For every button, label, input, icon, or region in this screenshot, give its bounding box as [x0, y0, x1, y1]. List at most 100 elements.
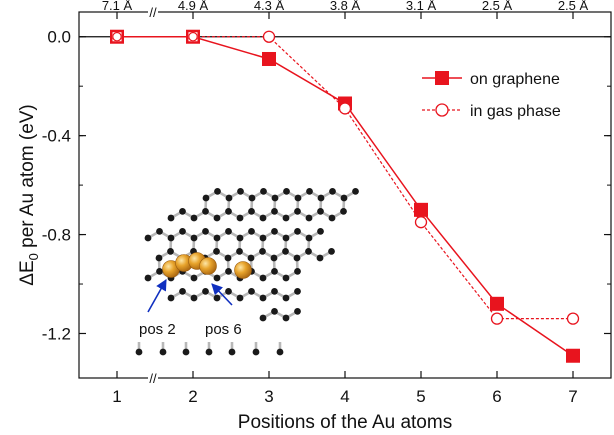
carbon-atom	[306, 188, 313, 195]
carbon-atom	[225, 208, 232, 215]
legend-marker-in-gas-phase	[435, 103, 449, 117]
carbon-atom	[294, 194, 302, 202]
carbon-atom	[190, 274, 198, 282]
carbon-atom	[294, 308, 301, 315]
y-tick-label: -1.2	[42, 324, 71, 343]
carbon-atom	[236, 214, 244, 222]
carbon-atom	[259, 234, 267, 242]
carbon-atom	[282, 314, 290, 322]
carbon-atom	[317, 228, 324, 235]
carbon-atom	[205, 348, 213, 356]
data-point-in-gas-phase	[490, 312, 504, 325]
carbon-atom	[182, 348, 190, 356]
carbon-atom	[260, 188, 267, 195]
carbon-atom	[248, 288, 255, 295]
legend-label-on-graphene: on graphene	[470, 71, 560, 88]
top-axis-label: 4.3 Å	[254, 0, 285, 13]
carbon-atom	[328, 214, 336, 222]
carbon-atom	[340, 194, 348, 202]
carbon-atom	[144, 274, 152, 282]
carbon-atom	[213, 234, 221, 242]
carbon-atom	[228, 348, 236, 356]
axis-break-gap-bottom	[148, 375, 158, 381]
axis-break-gap-top	[148, 9, 158, 15]
y-tick-label: -0.8	[42, 226, 71, 245]
carbon-atom	[271, 228, 278, 235]
top-axis-label: 7.1 Å	[102, 0, 133, 13]
top-axis-label: 2.5 Å	[558, 0, 589, 13]
legend-marker-on-graphene	[435, 71, 449, 85]
inset-label-pos6: pos 6	[205, 321, 242, 338]
carbon-atom	[225, 228, 232, 235]
carbon-atom	[202, 288, 209, 295]
inset-label-pos2: pos 2	[139, 321, 176, 338]
carbon-atom	[317, 208, 324, 215]
carbon-atom	[247, 254, 255, 262]
carbon-atom	[159, 348, 167, 356]
carbon-atom	[340, 208, 347, 215]
data-point-on-graphene	[490, 296, 504, 311]
carbon-atom	[236, 294, 244, 302]
data-point-on-graphene	[414, 202, 428, 217]
carbon-atom	[202, 194, 210, 202]
carbon-atom	[352, 188, 359, 195]
gold-atom	[199, 257, 217, 275]
carbon-atom	[259, 214, 267, 222]
carbon-atom	[271, 194, 279, 202]
carbon-atom	[270, 254, 278, 262]
carbon-atom	[190, 234, 198, 242]
carbon-atom	[252, 348, 260, 356]
data-point-in-gas-phase	[338, 102, 352, 115]
top-axis-label: 2.5 Å	[482, 0, 513, 13]
carbon-atom	[236, 248, 243, 255]
carbon-atom	[167, 214, 175, 222]
carbon-atom	[213, 248, 220, 255]
carbon-atom	[259, 274, 267, 282]
carbon-atom	[282, 234, 290, 242]
carbon-atom	[179, 208, 186, 215]
carbon-atom	[282, 214, 290, 222]
y-axis-title-rest: per Au atom (eV)	[17, 104, 38, 253]
carbon-atom	[294, 288, 301, 295]
carbon-atom	[248, 194, 256, 202]
pos2-arrow	[147, 279, 167, 313]
carbon-atom	[214, 188, 221, 195]
x-tick-label: 5	[416, 387, 425, 406]
axis-break-bottom: //	[149, 371, 157, 386]
axis-break-top: //	[149, 5, 157, 20]
carbon-atom	[328, 248, 335, 255]
carbon-atom	[202, 228, 209, 235]
carbon-atom	[276, 348, 284, 356]
carbon-atom	[225, 268, 232, 275]
legend-label-in-gas-phase: in gas phase	[470, 103, 561, 120]
carbon-atom	[329, 188, 336, 195]
carbon-atom	[167, 294, 175, 302]
x-tick-label: 2	[188, 387, 197, 406]
carbon-atom	[213, 274, 221, 282]
overlap-marker-circle	[112, 31, 122, 42]
carbon-atom	[248, 228, 255, 235]
carbon-atom	[271, 268, 278, 275]
carbon-atom	[305, 214, 313, 222]
carbon-atom	[213, 294, 221, 302]
carbon-atom	[259, 248, 266, 255]
carbon-atom	[135, 348, 143, 356]
data-point-in-gas-phase	[262, 30, 276, 43]
overlap-marker-circle	[188, 31, 198, 42]
carbon-atom	[144, 234, 152, 242]
series-layer	[110, 29, 580, 363]
carbon-atom	[225, 288, 232, 295]
data-point-in-gas-phase	[414, 216, 428, 229]
x-axis-title: Positions of the Au atoms	[238, 412, 452, 433]
x-tick-label: 6	[492, 387, 501, 406]
carbon-atom	[225, 194, 233, 202]
carbon-atom	[156, 268, 163, 275]
carbon-atom	[271, 288, 278, 295]
data-point-on-graphene	[566, 348, 580, 363]
carbon-atom	[248, 208, 255, 215]
carbon-atom	[155, 254, 163, 262]
carbon-atom	[305, 234, 313, 242]
carbon-atom	[271, 308, 278, 315]
carbon-atom	[156, 228, 163, 235]
